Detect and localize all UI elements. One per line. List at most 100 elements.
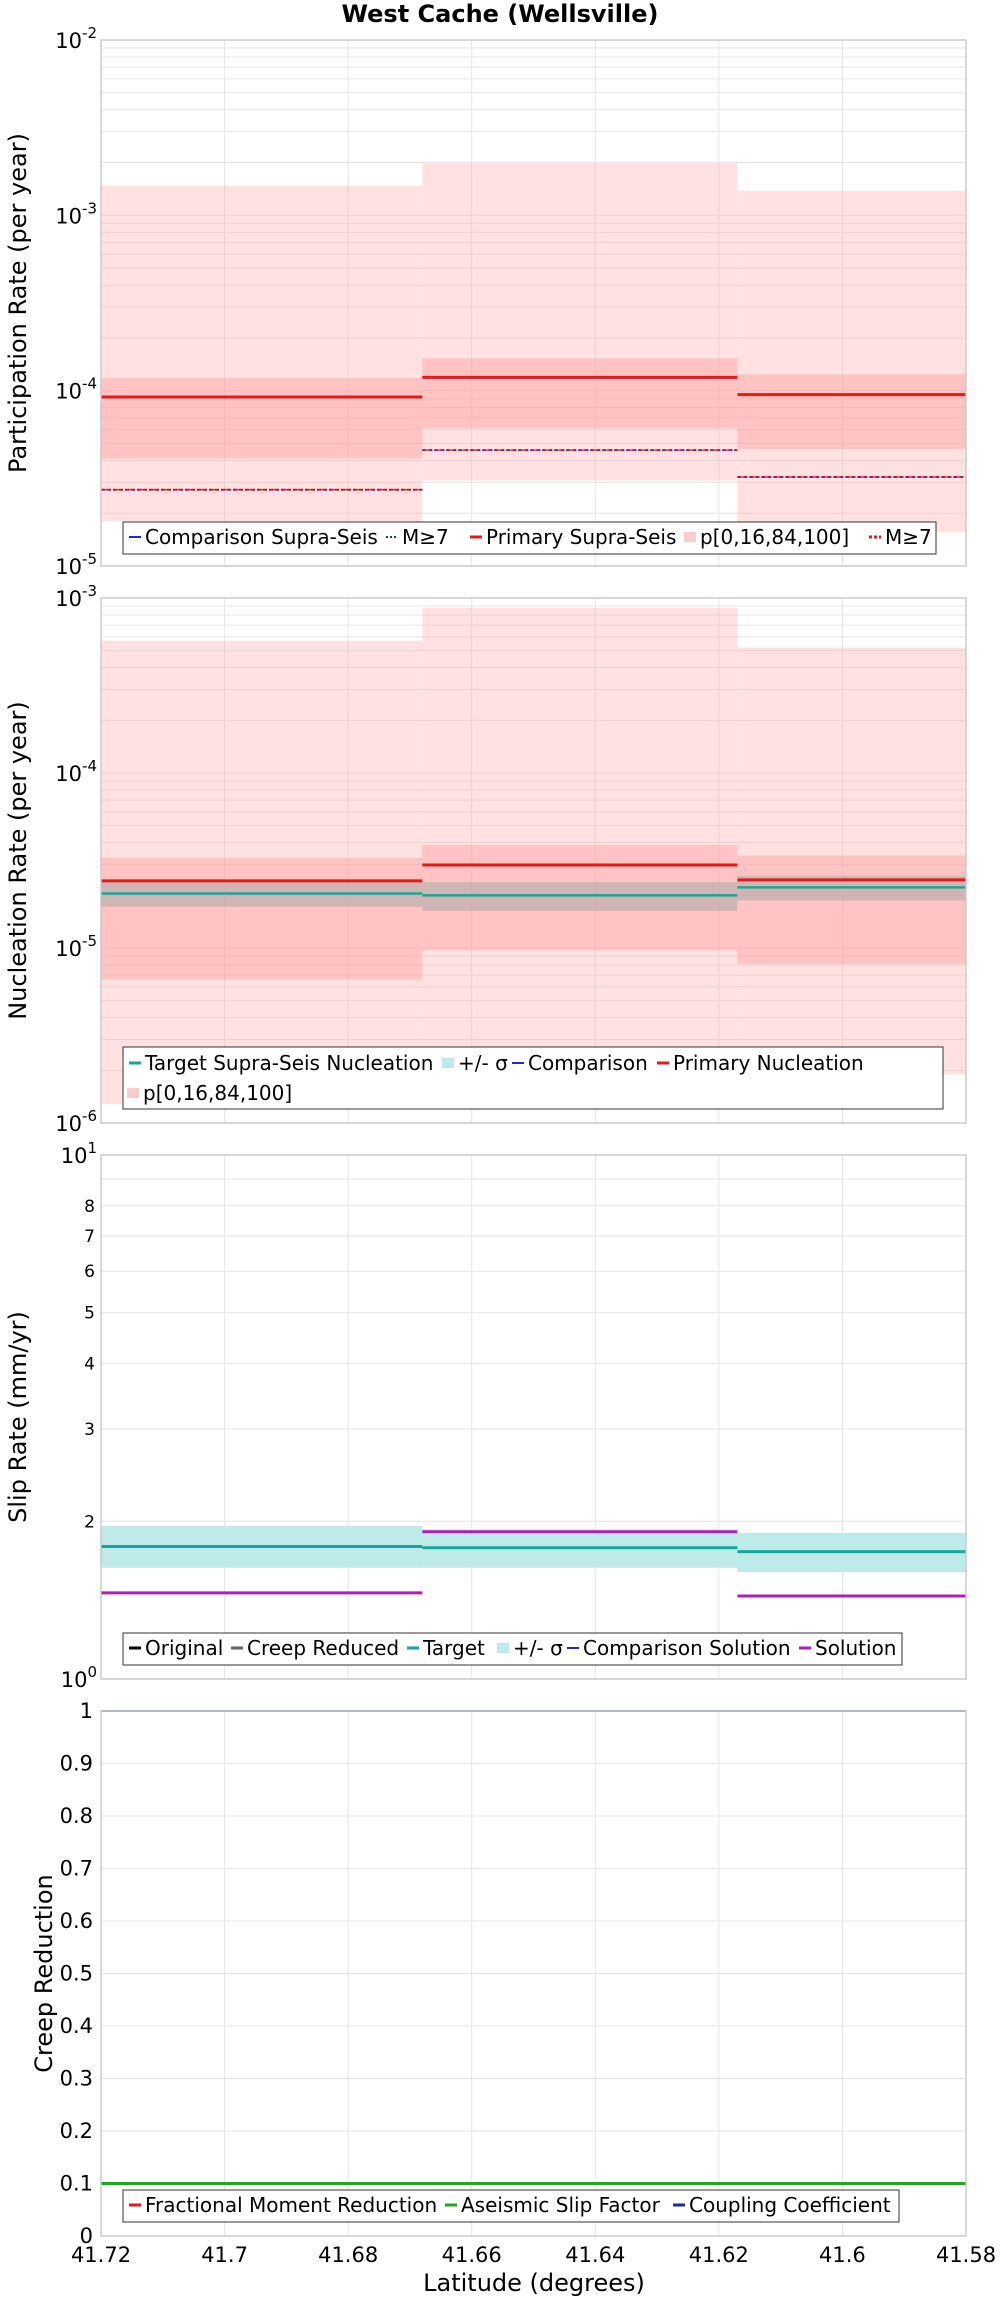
y-minor-tick-label: 3: [84, 1420, 95, 1440]
legend-entry: Solution: [815, 1636, 896, 1660]
x-tick-label: 41.64: [565, 2243, 625, 2267]
data-marks: [101, 607, 966, 1105]
y-tick-label: 0.7: [60, 1857, 93, 1881]
data-marks: [101, 1710, 966, 2185]
y-tick-label: 0.3: [60, 2067, 93, 2091]
percentile-band-outer: [737, 190, 966, 533]
legend-box: [122, 2189, 900, 2223]
plot-frame: [100, 1710, 967, 2237]
y-minor-tick-label: 7: [84, 1227, 95, 1247]
chart-title: West Cache (Wellsville): [342, 0, 659, 28]
x-axis-label: Latitude (degrees): [423, 2269, 645, 2297]
legend: Original Creep Reduced Target +/- σ Comparis…: [122, 1632, 903, 1666]
y-tick-label: 0.6: [60, 1909, 93, 1933]
legend-entry: Aseismic Slip Factor: [461, 2193, 661, 2217]
x-tick-label: 41.68: [318, 2243, 378, 2267]
y-minor-tick-label: 5: [84, 1304, 95, 1324]
grid-lines: [100, 40, 967, 567]
y-tick-label: 101: [61, 1139, 97, 1168]
y-tick-label: 10-3: [55, 582, 97, 611]
y-minor-tick-label: 4: [84, 1355, 95, 1375]
tick-exponent: -4: [82, 375, 97, 393]
y-minor-tick-label: 2: [84, 1512, 95, 1532]
tick-exponent: -2: [82, 24, 97, 42]
legend-entry: Target: [422, 1636, 485, 1660]
y-axis-label: Nucleation Rate (per year): [4, 701, 32, 1020]
tick-base: 10: [55, 587, 82, 611]
y-tick-labels: 0 0.1 0.2 0.3 0.4 0.5 0.6 0.7 0.8 0.9 1: [60, 1699, 93, 2248]
legend-entry: Fractional Moment Reduction: [145, 2193, 437, 2217]
x-tick-label: 41.62: [689, 2243, 749, 2267]
y-tick-label: 10-3: [55, 199, 97, 228]
legend-box: [122, 1046, 944, 1110]
percentile-band-inner: [101, 857, 423, 980]
y-minor-tick-label: 8: [84, 1197, 95, 1217]
x-tick-label: 41.7: [201, 2243, 248, 2267]
percentile-band-outer: [422, 607, 738, 1067]
y-tick-label: 10-4: [55, 375, 97, 404]
y-tick-labels: 10-610-510-410-3: [55, 582, 97, 1136]
legend-entry: Primary Nucleation: [673, 1051, 864, 1075]
y-tick-label: 0.1: [60, 2172, 93, 2196]
tick-exponent: -3: [82, 582, 97, 600]
legend-box: [122, 521, 937, 555]
legend-entry: Comparison: [528, 1051, 648, 1075]
plot-frame: [100, 39, 967, 567]
y-tick-labels: 10-510-410-310-2: [55, 24, 97, 579]
y-tick-label: 10-4: [55, 757, 97, 786]
legend-entry: +/- σ: [513, 1636, 563, 1660]
legend-entry: M≥7: [402, 525, 449, 549]
y-tick-label: 10-5: [55, 932, 97, 961]
tick-base: 10: [55, 1112, 82, 1136]
x-tick-labels: 41.72 41.7 41.68 41.66 41.64 41.62 41.6 41.58: [71, 2243, 996, 2267]
tick-exponent: 1: [87, 1139, 97, 1157]
y-tick-label: 0.5: [60, 1962, 93, 1986]
legend-swatch: [127, 1088, 139, 1098]
legend-entry: p[0,16,84,100]: [143, 1081, 292, 1105]
percentile-band-inner: [737, 374, 966, 449]
percentile-band-outer: [422, 163, 738, 481]
y-tick-label: 10-5: [55, 550, 97, 579]
grid-lines: [100, 1155, 967, 1680]
y-tick-label: 10-6: [55, 1107, 97, 1136]
legend-entry: M≥7: [885, 525, 932, 549]
tick-base: 10: [61, 1144, 88, 1168]
x-tick-label: 41.6: [819, 2243, 866, 2267]
panel-4: 0 0.1 0.2 0.3 0.4 0.5 0.6 0.7 0.8 0.9 1 Creep Reduc…: [30, 1699, 967, 2248]
legend-entry: Creep Reduced: [247, 1636, 399, 1660]
legend: Target Supra-Seis Nucleation +/- σ Compari…: [122, 1046, 944, 1110]
legend-entry: Comparison Supra-Seis: [145, 525, 378, 549]
y-tick-label: 0.4: [60, 2014, 93, 2038]
y-tick-label: 0.8: [60, 1804, 93, 1828]
tick-base: 10: [55, 29, 82, 53]
tick-base: 10: [55, 937, 82, 961]
plot-frame: [100, 1154, 967, 1680]
legend-entry: Comparison Solution: [583, 1636, 791, 1660]
x-tick-label: 41.58: [936, 2243, 996, 2267]
tick-exponent: -3: [82, 199, 97, 217]
legend-box: [122, 1632, 903, 1666]
y-axis-label: Participation Rate (per year): [4, 133, 32, 473]
tick-base: 10: [61, 1668, 88, 1692]
tick-exponent: -6: [82, 1107, 97, 1125]
legend: Comparison Supra-Seis M≥7 Primary Supra-Se…: [122, 521, 937, 555]
tick-base: 10: [55, 762, 82, 786]
y-minor-tick-label: 6: [84, 1262, 95, 1282]
legend-swatch: [497, 1643, 509, 1653]
tick-base: 10: [55, 555, 82, 579]
data-marks: [101, 163, 966, 533]
tick-exponent: -5: [82, 932, 97, 950]
y-tick-label: 10-2: [55, 24, 97, 53]
y-tick-label: 0.2: [60, 2119, 93, 2143]
percentile-band-inner: [422, 358, 738, 429]
grid-lines: [100, 1710, 967, 2237]
legend-swatch: [684, 532, 696, 542]
x-tick-label: 41.72: [71, 2243, 131, 2267]
y-tick-label: 0.9: [60, 1752, 93, 1776]
